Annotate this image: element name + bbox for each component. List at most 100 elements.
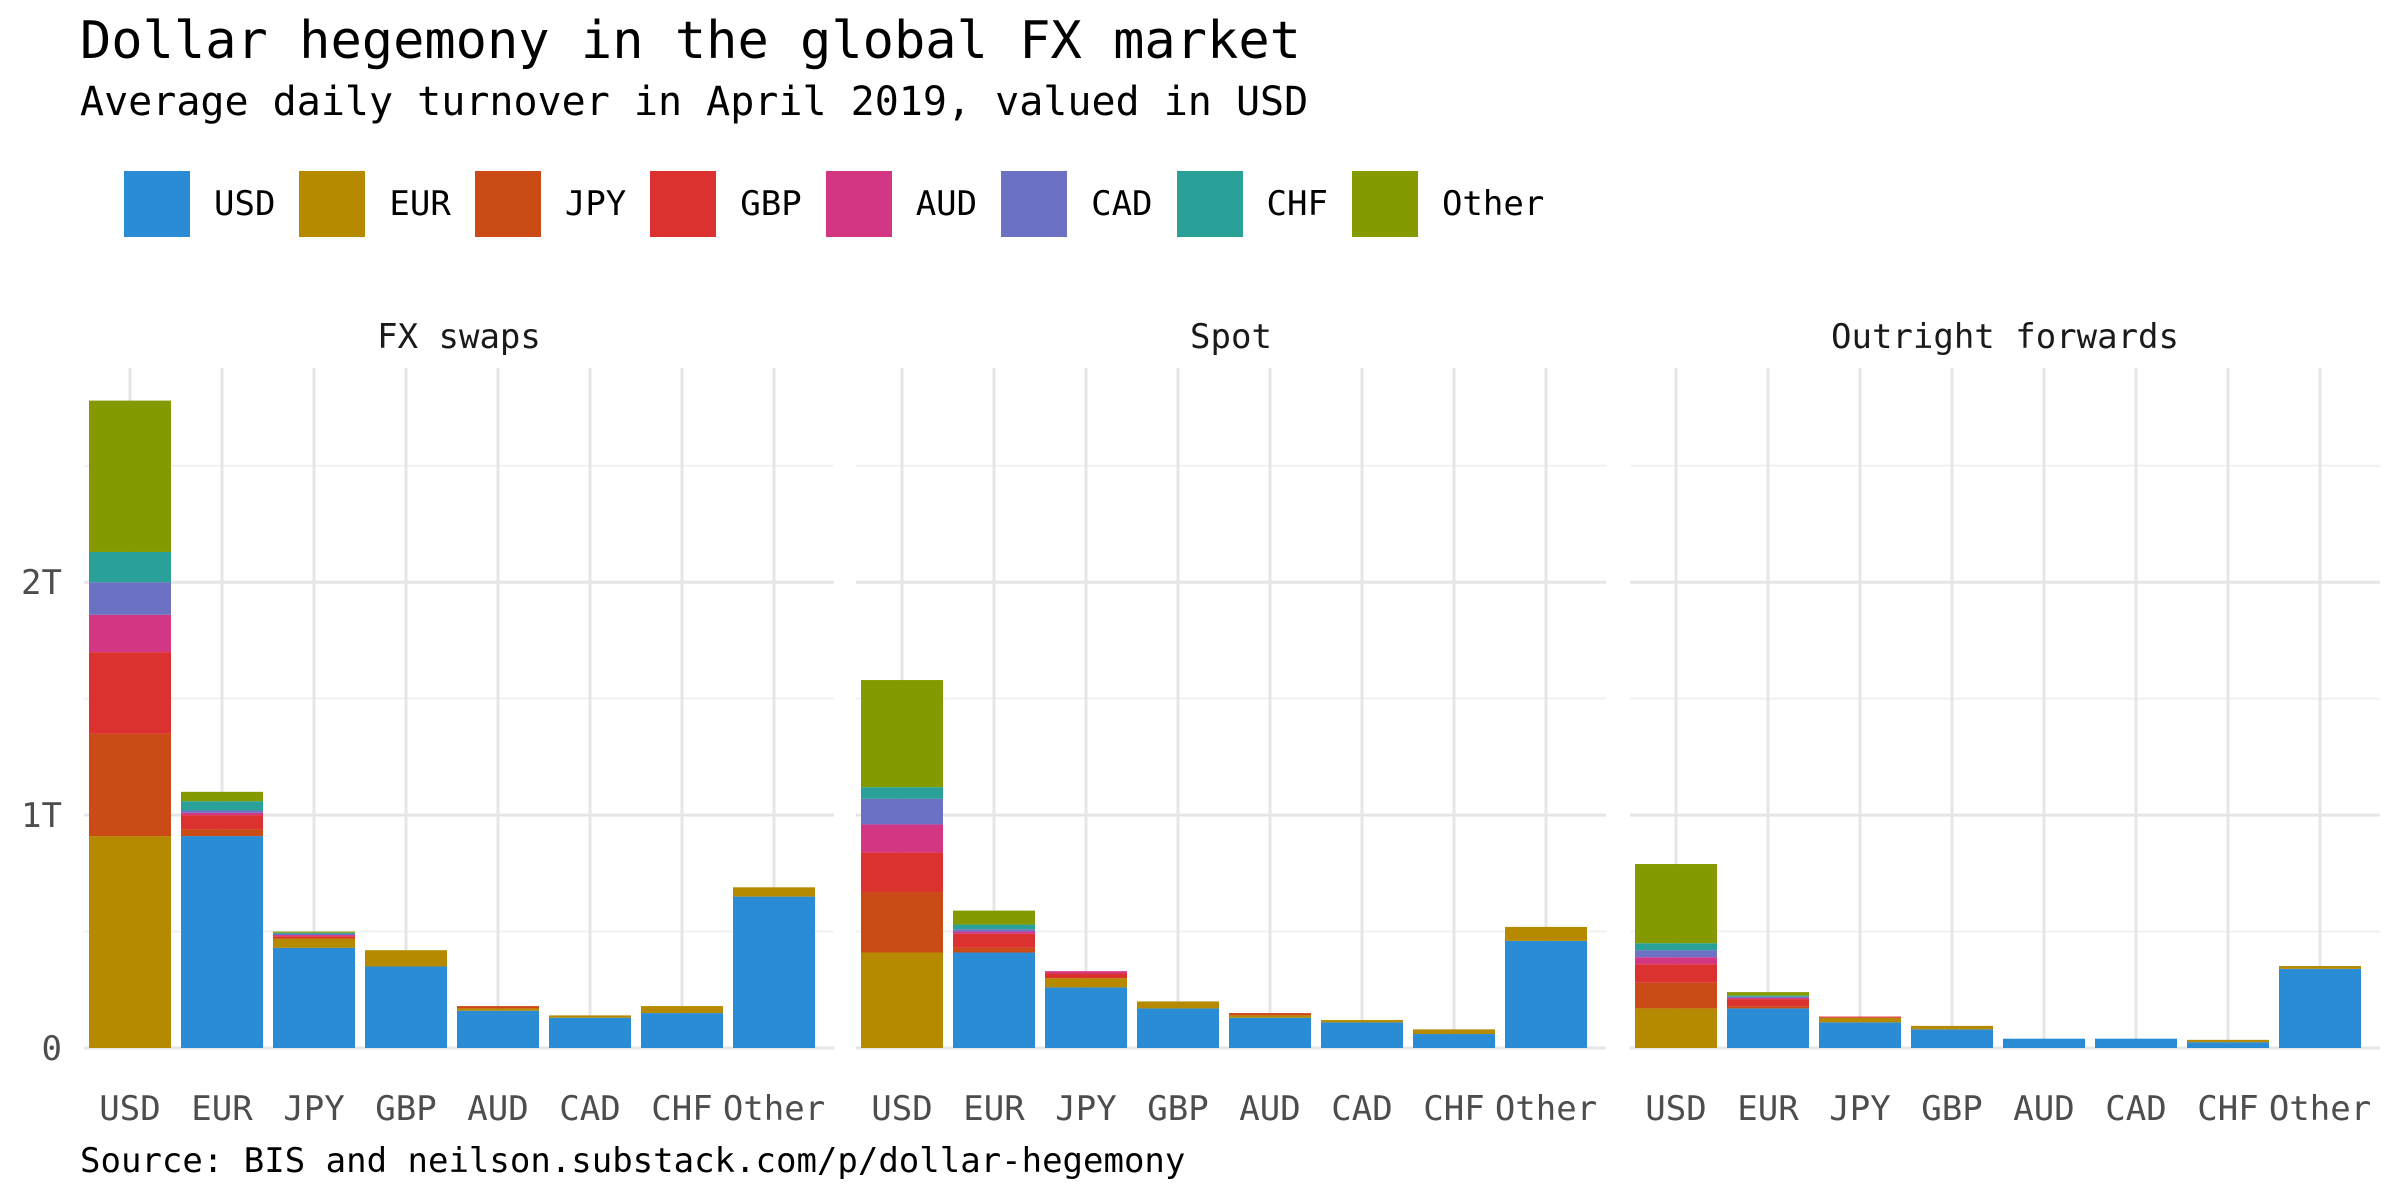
bar-segment-gbp-usd (365, 966, 447, 1048)
facet-title: Spot (1190, 317, 1272, 357)
bar-segment-usd-chf (1635, 943, 1717, 951)
x-tick-label: JPY (1829, 1089, 1890, 1129)
bar-segment-usd-cad (1635, 950, 1717, 958)
legend-item-usd: USD (124, 171, 275, 237)
legend-item-jpy: JPY (474, 171, 626, 237)
bar-segment-aud-eur (457, 1008, 539, 1011)
bar-segment-eur-other (953, 910, 1035, 925)
x-tick-label: GBP (375, 1089, 436, 1129)
bar-segment-cad-usd (2095, 1038, 2177, 1048)
bar-segment-aud-jpy (457, 1006, 539, 1009)
legend-item-chf: CHF (1176, 171, 1328, 237)
bar-segment-eur-cad (1727, 996, 1809, 998)
x-tick-label: AUD (467, 1089, 528, 1129)
bar-segment-usd-other (1635, 864, 1717, 944)
bar-segment-cad-eur (549, 1015, 631, 1018)
bar-segment-eur-jpy (181, 829, 263, 837)
bar-segment-eur-usd (953, 952, 1035, 1048)
bar-segment-usd-aud (861, 824, 943, 853)
bar-segment-jpy-aud (1045, 971, 1127, 974)
bar-segment-usd-jpy (861, 891, 943, 953)
bar-segment-chf-usd (641, 1013, 723, 1048)
bar-segment-other-usd (2279, 968, 2361, 1048)
legend-label: Other (1441, 184, 1545, 224)
bar-segment-usd-eur (861, 952, 943, 1048)
x-tick-label: GBP (1147, 1089, 1208, 1129)
x-tick-label: Other (2269, 1089, 2371, 1129)
bar-segment-jpy-eur (1045, 978, 1127, 988)
bar-segment-gbp-usd (1137, 1008, 1219, 1048)
bar-segment-chf-eur (2187, 1039, 2269, 1043)
bar-segment-aud-usd (457, 1010, 539, 1048)
x-tick-label: CAD (2105, 1089, 2166, 1129)
bar-segment-eur-gbp (953, 933, 1035, 948)
bar-segment-jpy-other (273, 931, 355, 933)
bar-segment-eur-usd (1727, 1008, 1809, 1048)
bar-segment-eur-gbp (181, 815, 263, 830)
x-tick-label: CHF (1423, 1089, 1484, 1129)
bar-segment-jpy-cad (273, 933, 355, 936)
bar-segment-jpy-aud (273, 935, 355, 937)
bar-segment-usd-other (861, 680, 943, 788)
bar-segment-jpy-chf (273, 932, 355, 934)
bar-segment-usd-gbp (1635, 964, 1717, 983)
legend-item-other: Other (1351, 171, 1545, 237)
bar-segment-aud-eur (1229, 1015, 1311, 1018)
legend-label: GBP (740, 184, 802, 224)
source-caption: Source: BIS and neilson.substack.com/p/d… (80, 1141, 1186, 1181)
bar-segment-eur-cad (181, 810, 263, 813)
bar-segment-jpy-usd (1819, 1022, 1901, 1048)
bar-segment-chf-eur (641, 1006, 723, 1014)
legend-swatch (1176, 171, 1243, 237)
chart-title: Dollar hegemony in the global FX market (80, 11, 1301, 71)
bar-segment-eur-jpy (1727, 1006, 1809, 1009)
bar-segment-other-eur (733, 887, 815, 897)
legend-swatch (825, 171, 892, 237)
bar-segment-chf-usd (2187, 1042, 2269, 1048)
bar-segment-gbp-eur (365, 950, 447, 967)
x-tick-label: Other (1495, 1089, 1597, 1129)
bar-segment-usd-aud (89, 614, 171, 653)
facet-title: Outright forwards (1831, 317, 2179, 357)
x-tick-label: AUD (2013, 1089, 2074, 1129)
bar-segment-chf-eur (1413, 1029, 1495, 1035)
x-tick-label: Other (723, 1089, 825, 1129)
bar-segment-eur-jpy (953, 947, 1035, 953)
bar-segment-other-usd (1505, 940, 1587, 1048)
legend-label: CAD (1091, 184, 1153, 224)
bar-segment-usd-jpy (1635, 982, 1717, 1009)
legend: USD EUR JPY GBP AUD CAD CHF Other (124, 170, 1568, 238)
bar-segment-usd-gbp (861, 852, 943, 892)
bar-segment-aud-jpy (1229, 1013, 1311, 1016)
x-tick-label: EUR (191, 1089, 253, 1129)
bar-segment-eur-gbp (1727, 999, 1809, 1007)
bar-segment-other-usd (733, 896, 815, 1048)
legend-item-cad: CAD (1001, 171, 1153, 237)
y-tick-label: 2T (21, 563, 62, 603)
y-tick-label: 0 (42, 1029, 62, 1069)
x-tick-label: USD (99, 1089, 160, 1129)
bar-segment-cad-usd (549, 1017, 631, 1048)
legend-swatch (299, 171, 366, 237)
x-tick-label: CHF (2197, 1089, 2258, 1129)
y-tick-label: 1T (21, 796, 62, 836)
bar-segment-usd-other (89, 400, 171, 552)
bar-segment-usd-cad (861, 798, 943, 825)
bar-segment-jpy-usd (1045, 987, 1127, 1048)
bar-segment-aud-usd (2003, 1038, 2085, 1048)
bar-segment-eur-usd (181, 836, 263, 1048)
bar-segment-usd-chf (89, 551, 171, 583)
x-tick-label: JPY (1055, 1089, 1116, 1129)
bar-segment-usd-aud (1635, 957, 1717, 965)
bar-segment-usd-cad (89, 582, 171, 615)
x-tick-label: CAD (559, 1089, 620, 1129)
legend-label: USD (214, 184, 276, 224)
bar-segment-other-eur (1505, 926, 1587, 941)
bar-segment-eur-other (181, 791, 263, 802)
x-tick-label: JPY (283, 1089, 344, 1129)
legend-label: EUR (389, 184, 451, 224)
bar-segment-usd-jpy (89, 733, 171, 837)
bar-segment-aud-usd (1229, 1017, 1311, 1048)
bar-segment-gbp-eur (1911, 1025, 1993, 1030)
